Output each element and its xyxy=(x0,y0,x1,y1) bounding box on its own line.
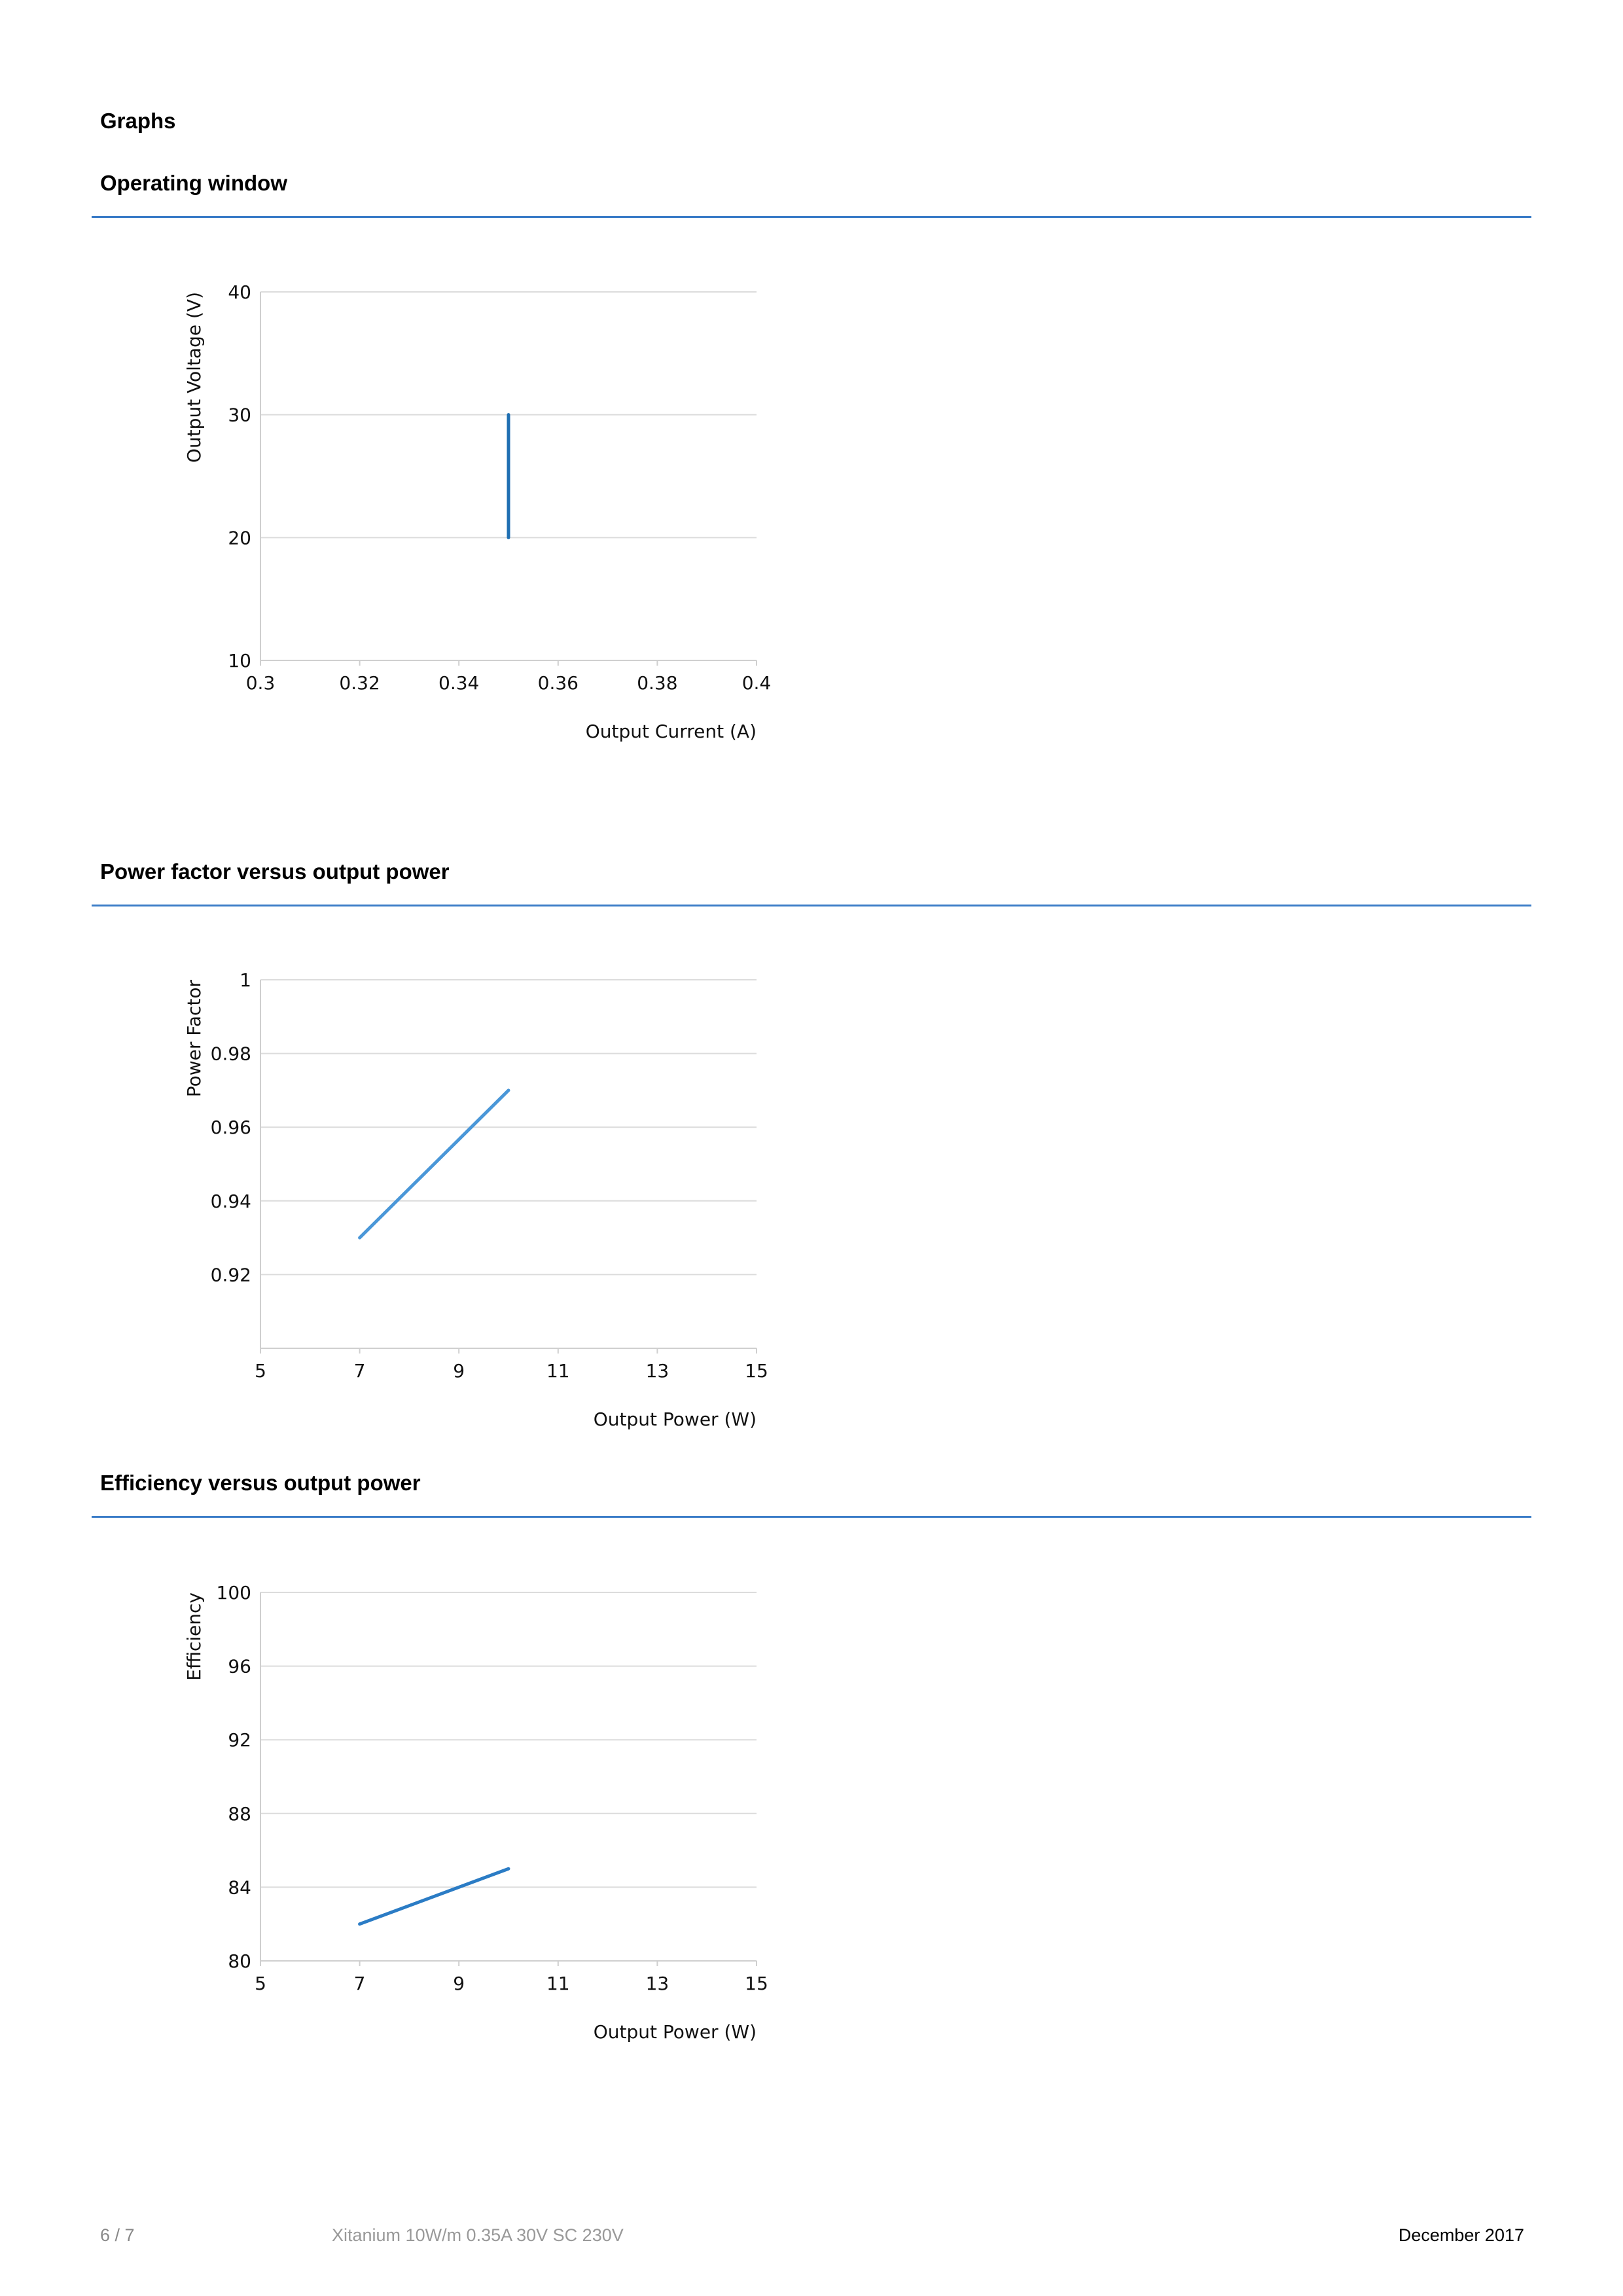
y-tick-label: 10 xyxy=(228,650,251,672)
x-tick-label: 0.34 xyxy=(438,672,479,694)
x-tick-label: 7 xyxy=(354,1973,366,1994)
x-tick-label: 9 xyxy=(453,1360,465,1382)
y-tick-label: 20 xyxy=(228,527,251,548)
page-title: Graphs xyxy=(100,109,176,133)
y-tick-label: 0.96 xyxy=(211,1117,251,1138)
x-axis-title: Output Current (A) xyxy=(586,721,757,742)
x-tick-label: 15 xyxy=(745,1973,768,1994)
section-title-operating-window: Operating window xyxy=(100,171,287,195)
y-tick-label: 0.98 xyxy=(211,1043,251,1065)
y-axis-title: Power Factor xyxy=(183,980,205,1098)
y-axis-title: Output Voltage (V) xyxy=(183,292,205,463)
x-tick-label: 0.32 xyxy=(339,672,380,694)
section-title-power-factor: Power factor versus output power xyxy=(100,859,450,884)
y-tick-label: 80 xyxy=(228,1950,251,1972)
x-tick-label: 0.38 xyxy=(637,672,677,694)
x-tick-label: 0.36 xyxy=(538,672,579,694)
x-tick-label: 11 xyxy=(546,1973,570,1994)
x-tick-label: 0.3 xyxy=(246,672,276,694)
section-divider xyxy=(92,216,1531,218)
y-tick-label: 0.94 xyxy=(211,1191,251,1212)
section-title-efficiency: Efficiency versus output power xyxy=(100,1471,421,1495)
efficiency-chart: 80 84 88 92 96 100 5 7 9 11 13 15 Output Power (W) Ef… xyxy=(183,1582,768,2043)
y-tick-label: 88 xyxy=(228,1803,251,1825)
y-tick-label: 1 xyxy=(240,969,251,991)
y-tick-label: 92 xyxy=(228,1729,251,1751)
x-tick-label: 11 xyxy=(546,1360,570,1382)
product-name: Xitanium 10W/m 0.35A 30V SC 230V xyxy=(332,2225,624,2245)
y-tick-label: 0.92 xyxy=(211,1264,251,1285)
x-axis-title: Output Power (W) xyxy=(594,2021,757,2043)
page-number: 6 / 7 xyxy=(100,2225,135,2245)
x-tick-label: 13 xyxy=(646,1973,669,1994)
x-tick-label: 15 xyxy=(745,1360,768,1382)
series-line xyxy=(358,1088,510,1240)
x-axis-title: Output Power (W) xyxy=(594,1408,757,1430)
x-tick-label: 0.4 xyxy=(742,672,772,694)
y-tick-label: 100 xyxy=(217,1582,251,1604)
section-divider xyxy=(92,1516,1531,1518)
x-tick-label: 13 xyxy=(646,1360,669,1382)
x-tick-label: 9 xyxy=(453,1973,465,1994)
y-tick-label: 40 xyxy=(228,281,251,303)
operating-window-chart: 10 20 30 40 0.3 0.32 0.34 0.36 0.38 0.4 Output Cur… xyxy=(183,281,772,742)
x-tick-label: 7 xyxy=(354,1360,366,1382)
document-date: December 2017 xyxy=(1398,2225,1524,2245)
y-tick-label: 96 xyxy=(228,1656,251,1677)
y-axis-title: Efficiency xyxy=(183,1592,205,1681)
section-divider xyxy=(92,905,1531,906)
y-tick-label: 30 xyxy=(228,404,251,426)
x-tick-label: 5 xyxy=(255,1973,266,1994)
y-tick-label: 84 xyxy=(228,1876,251,1898)
series-line xyxy=(358,1867,510,1926)
x-tick-label: 5 xyxy=(255,1360,266,1382)
